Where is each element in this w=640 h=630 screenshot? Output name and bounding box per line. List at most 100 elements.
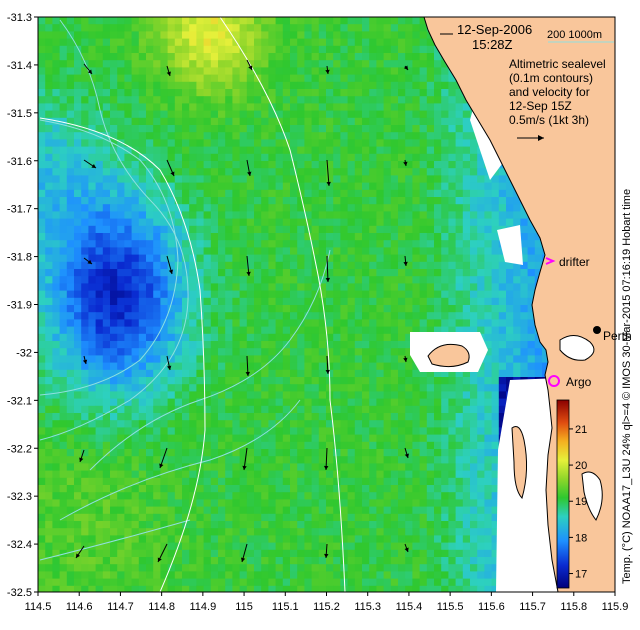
sst-cell — [52, 456, 60, 464]
sst-cell — [376, 420, 384, 428]
sst-cell — [340, 254, 348, 263]
sst-cell — [102, 290, 111, 299]
sst-cell — [354, 182, 363, 191]
sst-cell — [59, 110, 68, 119]
sst-cell — [376, 449, 384, 457]
sst-cell — [38, 125, 46, 133]
sst-cell — [124, 333, 132, 342]
sst-cell — [383, 31, 392, 39]
sst-cell — [110, 276, 118, 284]
sst-cell — [153, 24, 161, 32]
sst-cell — [369, 225, 377, 234]
sst-cell — [426, 297, 435, 306]
sst-cell — [311, 377, 320, 385]
sst-cell — [110, 233, 118, 241]
sst-cell — [203, 261, 212, 270]
sst-cell — [326, 45, 334, 54]
sst-cell — [484, 333, 492, 342]
sst-cell — [196, 391, 204, 399]
sst-cell — [167, 420, 176, 428]
sst-cell — [239, 398, 248, 407]
sst-cell — [95, 146, 104, 155]
sst-cell — [74, 254, 82, 263]
sst-cell — [254, 233, 262, 241]
sst-cell — [354, 24, 363, 32]
sst-cell — [52, 254, 60, 263]
sst-cell — [110, 449, 118, 457]
sst-cell — [376, 60, 384, 68]
sst-cell — [498, 377, 507, 385]
sst-cell — [52, 168, 60, 176]
sst-cell — [390, 53, 399, 61]
sst-cell — [102, 38, 111, 47]
sst-cell — [318, 377, 327, 385]
sst-cell — [232, 161, 240, 169]
sst-cell — [311, 341, 320, 349]
sst-cell — [203, 211, 212, 219]
sst-cell — [354, 297, 363, 306]
sst-cell — [470, 290, 478, 299]
sst-cell — [462, 420, 471, 428]
sst-cell — [138, 456, 147, 464]
sst-cell — [239, 283, 248, 291]
sst-cell — [426, 420, 435, 428]
sst-cell — [419, 449, 428, 457]
sst-cell — [131, 233, 140, 241]
sst-cell — [448, 261, 456, 270]
sst-cell — [81, 81, 89, 90]
sst-cell — [117, 67, 125, 75]
sst-cell — [261, 326, 269, 335]
sst-cell — [297, 420, 305, 428]
sst-cell — [88, 369, 96, 378]
sst-cell — [261, 24, 269, 32]
sst-cell — [66, 341, 75, 349]
sst-cell — [297, 269, 305, 277]
sst-cell — [520, 247, 528, 255]
sst-cell — [333, 161, 341, 169]
sst-cell — [362, 305, 370, 313]
sst-cell — [390, 369, 399, 378]
sst-cell — [138, 283, 147, 291]
sst-cell — [174, 197, 183, 205]
sst-cell — [513, 333, 521, 342]
sst-cell — [340, 81, 348, 90]
sst-cell — [232, 81, 240, 90]
sst-cell — [441, 175, 449, 183]
sst-cell — [333, 247, 341, 255]
sst-cell — [448, 233, 456, 241]
sst-cell — [398, 60, 406, 68]
sst-cell — [390, 204, 399, 212]
sst-cell — [304, 45, 312, 54]
sst-cell — [189, 60, 197, 68]
sst-cell — [275, 96, 284, 104]
sst-cell — [167, 168, 176, 176]
sst-cell — [506, 362, 514, 371]
sst-cell — [110, 225, 118, 234]
sst-cell — [340, 384, 348, 392]
sst-cell — [376, 189, 384, 198]
sst-cell — [196, 225, 204, 234]
sst-cell — [340, 355, 348, 363]
sst-cell — [261, 283, 269, 291]
sst-cell — [66, 276, 75, 284]
sst-cell — [390, 341, 399, 349]
sst-cell — [282, 125, 291, 133]
sst-cell — [455, 283, 464, 291]
sst-cell — [203, 17, 212, 25]
sst-cell — [59, 326, 68, 335]
sst-cell — [59, 153, 68, 162]
sst-cell — [419, 312, 428, 320]
sst-cell — [182, 247, 190, 255]
sst-cell — [383, 45, 392, 54]
sst-cell — [138, 247, 147, 255]
sst-cell — [81, 319, 89, 327]
sst-cell — [398, 362, 406, 371]
sst-cell — [182, 233, 190, 241]
sst-cell — [282, 132, 291, 140]
sst-cell — [297, 254, 305, 263]
sst-cell — [189, 139, 197, 147]
sst-cell — [419, 218, 428, 227]
sst-cell — [203, 96, 212, 104]
sst-cell — [477, 369, 485, 378]
